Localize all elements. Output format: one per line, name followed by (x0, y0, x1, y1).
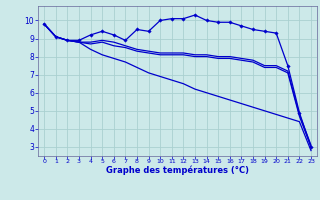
X-axis label: Graphe des températures (°C): Graphe des températures (°C) (106, 166, 249, 175)
